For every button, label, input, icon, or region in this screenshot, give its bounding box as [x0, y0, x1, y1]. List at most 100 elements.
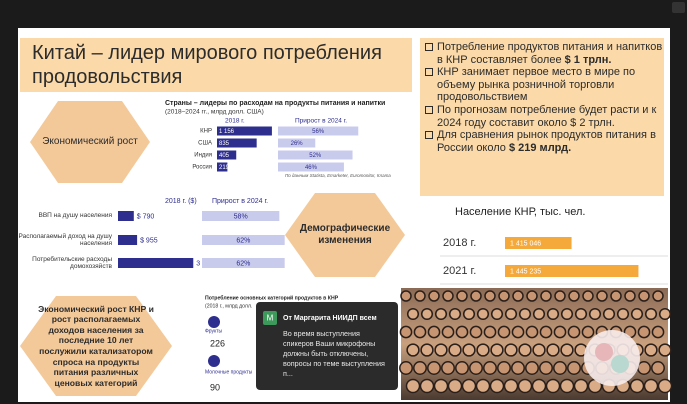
face — [652, 290, 664, 302]
face — [441, 325, 455, 339]
chat-sender: От Маргарита НИИДП всем — [283, 315, 377, 322]
face — [462, 343, 476, 357]
face — [643, 378, 659, 394]
face — [476, 307, 490, 321]
face — [630, 307, 644, 321]
face — [433, 378, 449, 394]
face — [644, 343, 658, 357]
hexagon-label: Экономический рост — [42, 136, 138, 147]
avatar — [263, 311, 277, 325]
chat-message: Во время выступления спикеров Ваши микро… — [283, 329, 385, 378]
face — [574, 307, 588, 321]
face — [525, 325, 539, 339]
face — [568, 290, 580, 302]
window-button[interactable] — [672, 2, 685, 13]
hexagon-label: Демографические изменения — [299, 223, 391, 246]
chart-subtitle: (2018–2024 гг., млрд долл. США) — [165, 109, 264, 116]
face — [658, 343, 672, 357]
face — [559, 378, 575, 394]
chart-title: Страны – лидеры по расходам на продукты … — [165, 100, 385, 107]
face — [490, 307, 504, 321]
face — [573, 378, 589, 394]
value-label: 405 — [219, 153, 230, 159]
face — [638, 290, 650, 302]
face — [456, 290, 468, 302]
bullet-text: КНР занимает первое место в мире по объе… — [437, 66, 636, 104]
hexagon-label: Экономический рост КНР и рост располагае… — [38, 303, 154, 388]
face — [427, 325, 441, 339]
face — [420, 307, 434, 321]
chart-title: Потребление основных категорий продуктов… — [205, 294, 339, 301]
face — [484, 290, 496, 302]
growth-label: 26% — [291, 141, 304, 147]
face — [462, 307, 476, 321]
face — [441, 361, 455, 375]
growth-bar — [202, 235, 285, 245]
bar — [217, 162, 228, 172]
row-label: Потребительские расходы домохозяйств — [32, 255, 112, 271]
face — [498, 290, 510, 302]
face — [610, 290, 622, 302]
row-label: 2021 г. — [443, 265, 476, 277]
face — [470, 290, 482, 302]
face — [518, 307, 532, 321]
growth-bar — [278, 126, 359, 136]
face — [546, 343, 560, 357]
face — [455, 325, 469, 339]
growth-bar — [278, 138, 316, 148]
face — [427, 361, 441, 375]
face — [399, 325, 413, 339]
bar — [217, 150, 237, 160]
face — [658, 307, 672, 321]
row-label: США — [198, 141, 212, 147]
face — [560, 307, 574, 321]
value-label: 1 445 235 — [510, 268, 541, 275]
face — [503, 378, 519, 394]
row-label: 2018 г. — [443, 237, 476, 249]
face — [504, 343, 518, 357]
face — [651, 325, 665, 339]
hexagon — [20, 296, 172, 396]
face — [497, 325, 511, 339]
face — [413, 325, 427, 339]
face — [567, 361, 581, 375]
face — [517, 378, 533, 394]
face — [525, 361, 539, 375]
face — [539, 325, 553, 339]
value-label: $ 955 — [140, 237, 158, 244]
logo — [584, 330, 640, 386]
bullet-text: По прогнозам потребление будет расти и к… — [437, 103, 657, 129]
face — [651, 361, 665, 375]
face — [518, 343, 532, 357]
face — [616, 307, 630, 321]
face — [553, 325, 567, 339]
face — [526, 290, 538, 302]
face — [434, 343, 448, 357]
bar — [505, 237, 572, 249]
face — [637, 325, 651, 339]
row-label: Индия — [194, 153, 212, 159]
growth-label: 58% — [234, 213, 248, 220]
face — [475, 378, 491, 394]
face — [448, 343, 462, 357]
face — [511, 325, 525, 339]
bullet-text: Потребление продуктов питания и напитков… — [437, 41, 663, 66]
face — [546, 307, 560, 321]
row-label: ВВП на душу населения — [38, 212, 112, 219]
value-text: 90 — [210, 382, 220, 392]
face — [420, 343, 434, 357]
face — [511, 361, 525, 375]
face — [532, 343, 546, 357]
face — [476, 343, 490, 357]
bullet-text: Для сравнения рынок продуктов питания в … — [437, 129, 656, 154]
chat-popup[interactable] — [256, 302, 398, 390]
category-label: Фрукты — [205, 328, 223, 334]
bar — [217, 138, 257, 148]
value-label: 1 156 — [219, 129, 235, 135]
growth-label: 62% — [236, 237, 250, 244]
face — [405, 378, 421, 394]
face — [490, 343, 504, 357]
column-header: Прирост в 2024 г. — [212, 198, 268, 205]
face — [629, 378, 645, 394]
